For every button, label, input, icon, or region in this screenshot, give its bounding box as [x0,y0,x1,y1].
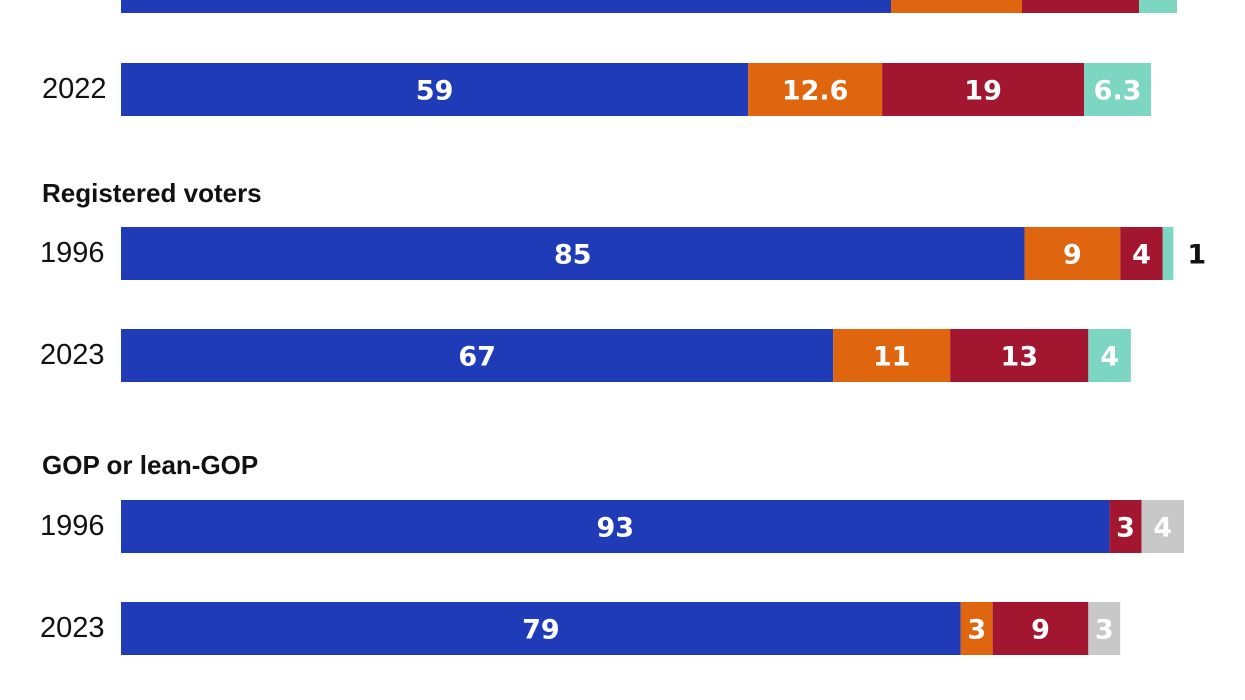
bar-segment [748,63,883,116]
bar-value-label: 13 [1000,342,1038,373]
bar-segment [1088,602,1121,655]
bar-segment [1141,500,1184,553]
bar-segment [121,227,1025,280]
bar-value-label: 79 [522,615,560,646]
bar-value-label: 9 [1063,240,1082,271]
bar-segment-partial-red [1022,0,1139,13]
row-label-rv-1996: 1996 [40,237,105,269]
bars-layer: 59 12.6 19 6.385 9 4 167 11 13 493 3 479 3 9 3 [121,63,1206,655]
row-label-gop-1996: 1996 [40,510,105,542]
bar-segment [1109,500,1142,553]
row-label-rv-2023: 2023 [40,339,105,371]
bar-segment [992,602,1089,655]
bar-value-label: 9 [1031,615,1050,646]
bar-segment [950,329,1089,382]
bar-segment [1024,227,1121,280]
bar-value-label: 67 [458,342,496,373]
bar-segment-partial-teal [1139,0,1177,13]
bar-value-label: 85 [554,240,592,271]
bar-value-label: 6.3 [1094,76,1142,107]
bar-segment-partial-blue [121,0,891,13]
bar-segment [1084,63,1152,116]
bar-segment [833,329,951,382]
bar-value-label: 4 [1132,240,1151,271]
bar-segment [960,602,993,655]
bar-value-label: 3 [1095,615,1114,646]
bar-segment [121,602,961,655]
row-label-2022: 2022 [42,73,107,105]
bar-segment [882,63,1085,116]
bar-value-label: 19 [964,76,1002,107]
bar-value-label: 4 [1100,342,1119,373]
bar-segment [1088,329,1131,382]
bar-value-label: 4 [1153,513,1172,544]
bar-value-label: 3 [1116,513,1135,544]
bar-segment [121,500,1110,553]
row-label-gop-2023: 2023 [40,612,105,644]
bar-segment-partial-orange [891,0,1022,13]
group-title-registered-voters: Registered voters [42,178,262,208]
bar-value-label: 12.6 [782,76,849,107]
bar-value-label: 1 [1187,240,1206,271]
bar-segment [1120,227,1163,280]
bar-value-label: 3 [967,615,986,646]
bar-value-label: 11 [873,342,911,373]
bar-segment [1162,227,1174,280]
bar-value-label: 93 [597,513,635,544]
group-title-gop: GOP or lean-GOP [42,450,258,480]
partial-top-row [121,0,1177,13]
bar-segment [121,329,834,382]
bar-value-label: 59 [416,76,454,107]
bar-segment [121,63,749,116]
